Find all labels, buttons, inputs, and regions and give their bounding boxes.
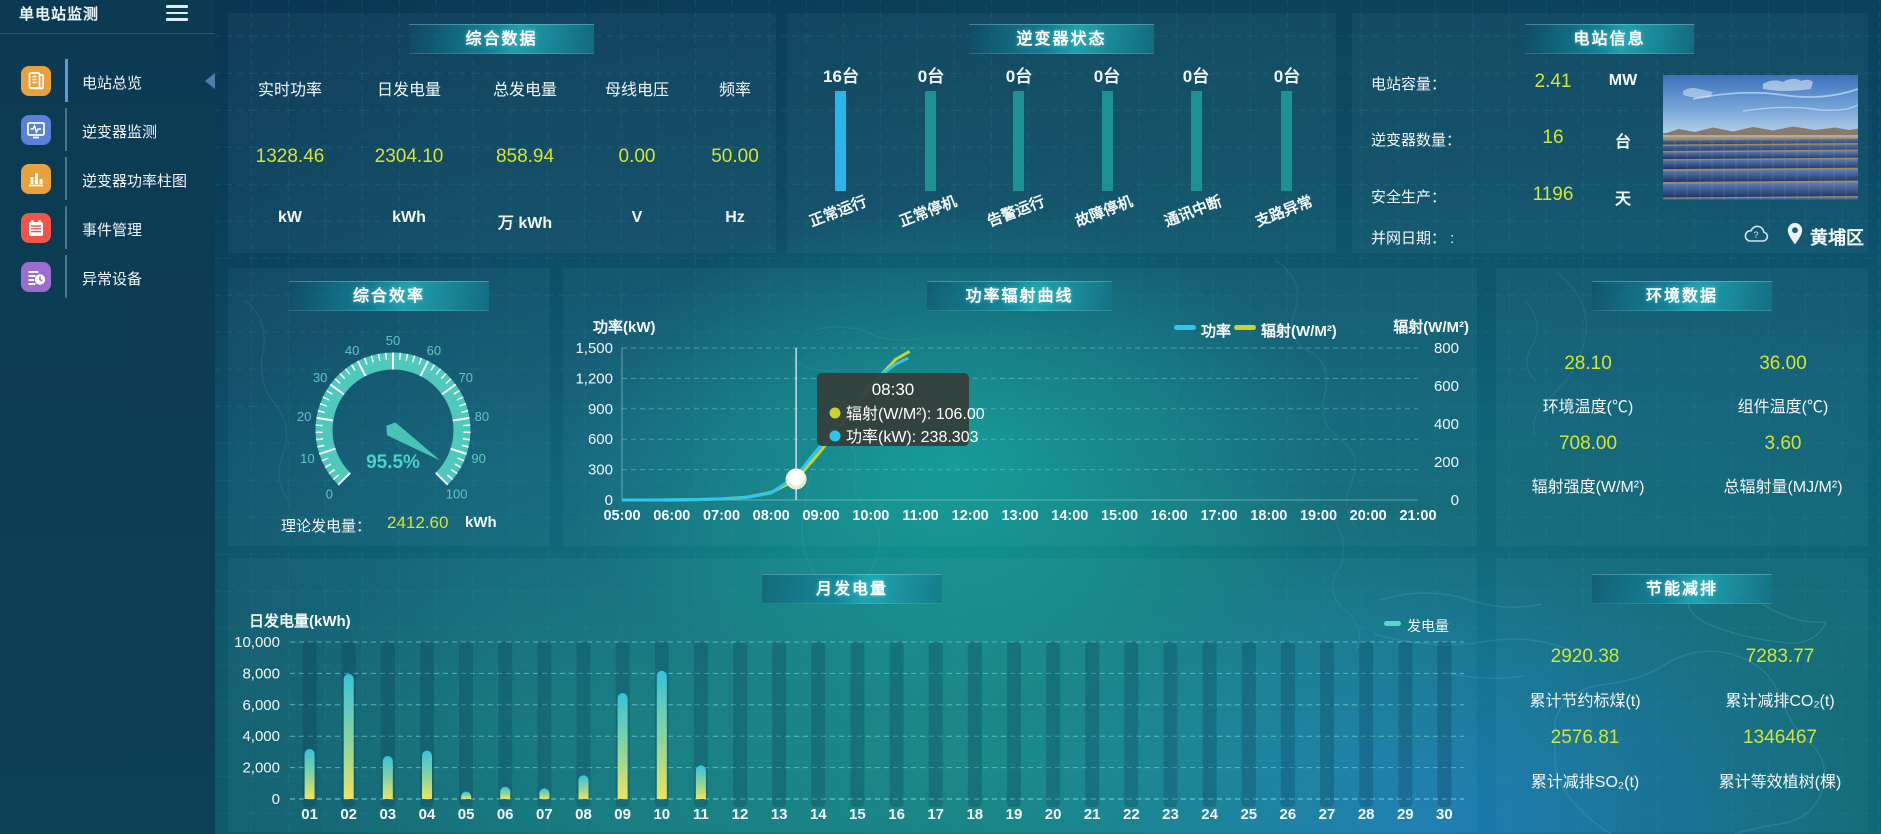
svg-text:1,500: 1,500 bbox=[575, 340, 613, 357]
svg-text:06:00: 06:00 bbox=[653, 508, 690, 524]
svg-text:12:00: 12:00 bbox=[952, 508, 989, 524]
svg-text:10:00: 10:00 bbox=[852, 508, 889, 524]
svg-text:20:00: 20:00 bbox=[1350, 508, 1387, 524]
svg-text:600: 600 bbox=[588, 431, 613, 448]
svg-text:50: 50 bbox=[386, 333, 400, 348]
svg-text:05: 05 bbox=[458, 806, 475, 823]
svg-text:20: 20 bbox=[1045, 806, 1062, 823]
svg-text:17:00: 17:00 bbox=[1200, 508, 1237, 524]
svg-text:60: 60 bbox=[427, 343, 441, 358]
svg-text:25: 25 bbox=[1240, 806, 1257, 823]
svg-text:20: 20 bbox=[297, 409, 311, 424]
svg-text:辐射(W/M²): 辐射(W/M²) bbox=[1393, 318, 1469, 336]
svg-text:24: 24 bbox=[1201, 806, 1218, 823]
svg-text:80: 80 bbox=[475, 409, 489, 424]
svg-text:14: 14 bbox=[810, 806, 827, 823]
svg-text:07:00: 07:00 bbox=[703, 508, 740, 524]
svg-text:0: 0 bbox=[326, 487, 333, 502]
svg-text:400: 400 bbox=[1434, 416, 1459, 433]
svg-text:13: 13 bbox=[771, 806, 788, 823]
svg-text:15: 15 bbox=[849, 806, 866, 823]
svg-text:04: 04 bbox=[419, 806, 436, 823]
svg-text:08:00: 08:00 bbox=[753, 508, 790, 524]
svg-text:200: 200 bbox=[1434, 454, 1459, 471]
svg-text:28: 28 bbox=[1358, 806, 1375, 823]
svg-text:22: 22 bbox=[1123, 806, 1140, 823]
svg-text:90: 90 bbox=[471, 451, 485, 466]
svg-text:09: 09 bbox=[614, 806, 631, 823]
svg-text:23: 23 bbox=[1162, 806, 1179, 823]
svg-text:11: 11 bbox=[693, 806, 709, 823]
svg-text:70: 70 bbox=[459, 370, 473, 385]
svg-text:05:00: 05:00 bbox=[603, 508, 640, 524]
svg-text:1,200: 1,200 bbox=[575, 370, 613, 387]
svg-text:14:00: 14:00 bbox=[1051, 508, 1088, 524]
svg-text:?: ? bbox=[1753, 230, 1758, 240]
svg-text:30: 30 bbox=[1436, 806, 1453, 823]
svg-text:27: 27 bbox=[1319, 806, 1336, 823]
svg-text:18: 18 bbox=[966, 806, 983, 823]
svg-text:21:00: 21:00 bbox=[1399, 508, 1436, 524]
svg-text:19: 19 bbox=[1006, 806, 1023, 823]
svg-text:18:00: 18:00 bbox=[1250, 508, 1287, 524]
svg-text:900: 900 bbox=[588, 401, 613, 418]
svg-text:100: 100 bbox=[446, 487, 468, 502]
svg-text:4,000: 4,000 bbox=[242, 728, 280, 745]
svg-text:40: 40 bbox=[345, 343, 359, 358]
svg-text:600: 600 bbox=[1434, 378, 1459, 395]
svg-text:15:00: 15:00 bbox=[1101, 508, 1138, 524]
svg-text:日发电量(kWh): 日发电量(kWh) bbox=[249, 612, 351, 630]
svg-text:29: 29 bbox=[1397, 806, 1414, 823]
svg-text:07: 07 bbox=[536, 806, 553, 823]
svg-text:02: 02 bbox=[340, 806, 357, 823]
svg-text:0: 0 bbox=[272, 791, 280, 808]
svg-text:12: 12 bbox=[732, 806, 749, 823]
svg-text:发电量: 发电量 bbox=[1407, 618, 1449, 634]
svg-text:10: 10 bbox=[300, 451, 314, 466]
svg-text:08: 08 bbox=[575, 806, 592, 823]
svg-text:95.5%: 95.5% bbox=[366, 452, 420, 473]
svg-text:21: 21 bbox=[1084, 806, 1101, 823]
svg-text:03: 03 bbox=[379, 806, 396, 823]
svg-text:16:00: 16:00 bbox=[1151, 508, 1188, 524]
svg-text:30: 30 bbox=[313, 370, 327, 385]
svg-text:功率: 功率 bbox=[1201, 322, 1231, 340]
svg-text:06: 06 bbox=[497, 806, 514, 823]
svg-text:辐射(W/M²): 106.00: 辐射(W/M²): 106.00 bbox=[846, 405, 985, 423]
svg-text:08:30: 08:30 bbox=[872, 380, 915, 399]
svg-text:19:00: 19:00 bbox=[1300, 508, 1337, 524]
svg-text:16: 16 bbox=[888, 806, 905, 823]
svg-text:26: 26 bbox=[1280, 806, 1297, 823]
svg-text:辐射(W/M²): 辐射(W/M²) bbox=[1261, 322, 1337, 340]
svg-text:2,000: 2,000 bbox=[242, 760, 280, 777]
svg-text:09:00: 09:00 bbox=[802, 508, 839, 524]
svg-text:10: 10 bbox=[653, 806, 670, 823]
svg-text:300: 300 bbox=[588, 462, 613, 479]
svg-text:0: 0 bbox=[605, 492, 613, 509]
svg-text:0: 0 bbox=[1451, 492, 1459, 509]
svg-text:6,000: 6,000 bbox=[242, 697, 280, 714]
svg-text:功率(kW): 238.303: 功率(kW): 238.303 bbox=[846, 428, 979, 446]
svg-text:10,000: 10,000 bbox=[234, 634, 280, 651]
svg-text:800: 800 bbox=[1434, 340, 1459, 357]
svg-text:13:00: 13:00 bbox=[1001, 508, 1038, 524]
svg-text:17: 17 bbox=[927, 806, 944, 823]
svg-text:11:00: 11:00 bbox=[902, 508, 938, 524]
svg-text:8,000: 8,000 bbox=[242, 665, 280, 682]
svg-text:01: 01 bbox=[301, 806, 318, 823]
svg-text:功率(kW): 功率(kW) bbox=[593, 318, 656, 336]
